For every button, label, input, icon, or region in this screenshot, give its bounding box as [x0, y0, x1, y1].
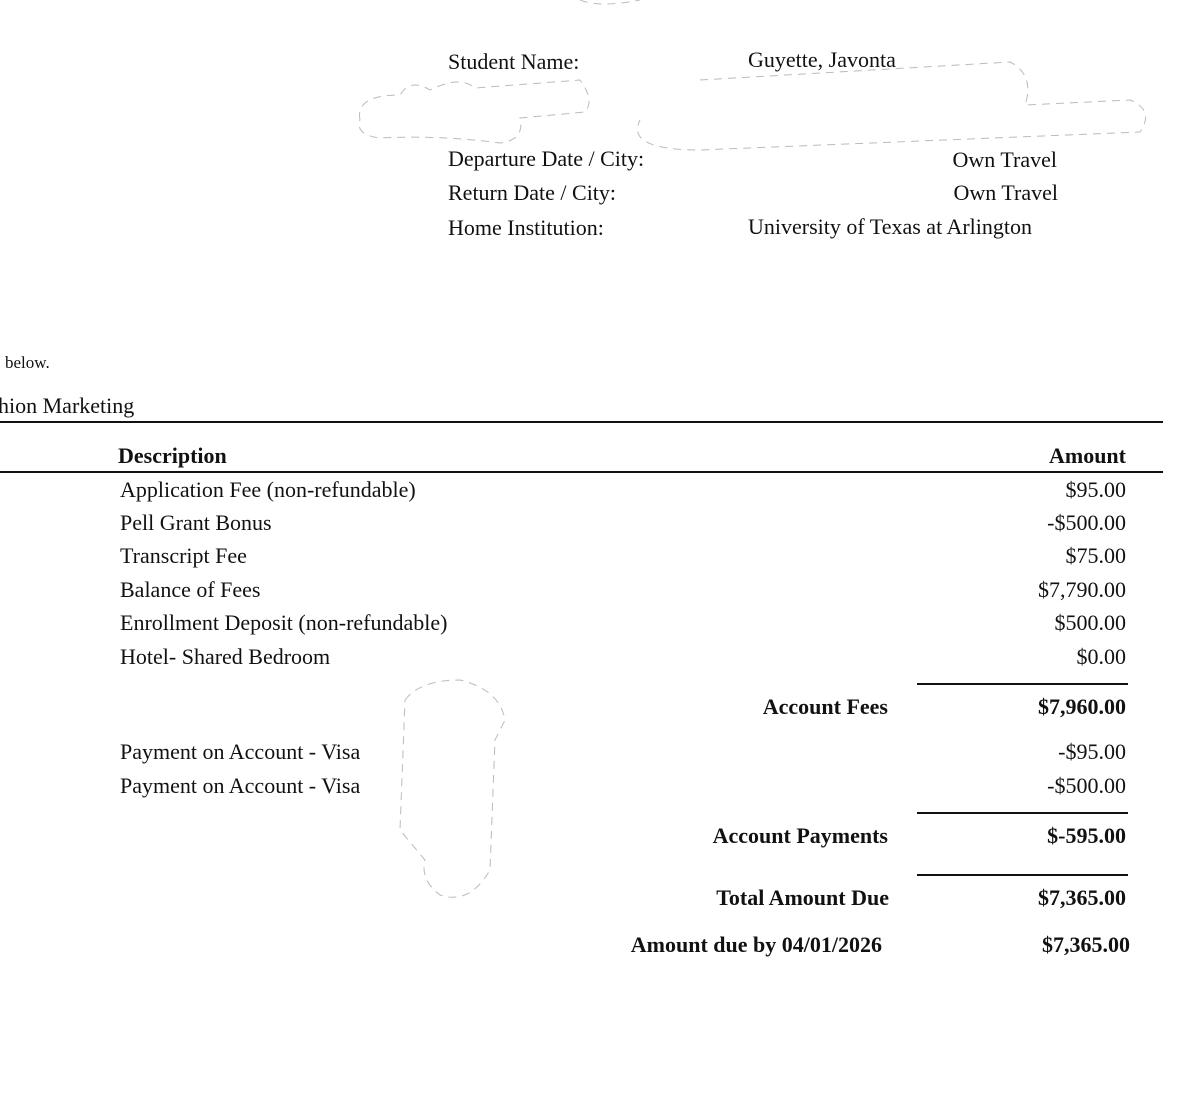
- due-by-amount: $7,365.00: [1042, 932, 1130, 957]
- payment-amount: -$500.00: [1047, 773, 1126, 798]
- header-divider: [0, 471, 1163, 473]
- fee-amount: $500.00: [1054, 610, 1127, 635]
- subtotal-rule: [917, 683, 1128, 685]
- account-payments-label: Account Payments: [712, 823, 888, 848]
- fee-description: Balance of Fees: [120, 577, 261, 602]
- due-by-label: Amount due by 04/01/2026: [630, 932, 882, 957]
- fee-amount: $95.00: [1065, 477, 1127, 502]
- description-header: Description: [118, 443, 227, 468]
- departure-value: Own Travel: [952, 147, 1057, 172]
- program-name: hion Marketing: [0, 393, 135, 418]
- amount-header: Amount: [1048, 443, 1126, 468]
- account-fees-label: Account Fees: [762, 694, 888, 719]
- account-payments-total: $-595.00: [1047, 823, 1126, 848]
- fee-description: Application Fee (non-refundable): [120, 477, 416, 502]
- divider: [0, 421, 1163, 423]
- fee-amount: $0.00: [1076, 644, 1127, 669]
- fee-description: Hotel- Shared Bedroom: [120, 644, 331, 669]
- fee-amount: $7,790.00: [1038, 577, 1126, 602]
- return-value: Own Travel: [953, 180, 1058, 205]
- return-label: Return Date / City:: [448, 180, 617, 205]
- fee-description: Pell Grant Bonus: [120, 510, 272, 535]
- student-name-value: Guyette, Javonta: [748, 47, 896, 72]
- payment-description: Payment on Account - Visa: [120, 773, 361, 798]
- fee-amount: $75.00: [1065, 543, 1127, 568]
- subtotal-rule: [917, 812, 1128, 814]
- total-rule: [917, 874, 1128, 876]
- student-name-label: Student Name:: [448, 49, 580, 74]
- payment-description: Payment on Account - Visa: [120, 739, 361, 764]
- fee-amount: -$500.00: [1047, 510, 1126, 535]
- departure-label: Departure Date / City:: [448, 146, 645, 171]
- fee-description: Enrollment Deposit (non-refundable): [120, 610, 448, 635]
- fee-description: Transcript Fee: [120, 543, 247, 568]
- payment-amount: -$95.00: [1058, 739, 1126, 764]
- home-institution-value: University of Texas at Arlington: [748, 214, 1033, 239]
- account-fees-total: $7,960.00: [1038, 694, 1126, 719]
- intro-text: below.: [5, 353, 50, 372]
- home-institution-label: Home Institution:: [448, 215, 604, 240]
- total-due-label: Total Amount Due: [716, 885, 889, 910]
- total-due-amount: $7,365.00: [1038, 885, 1126, 910]
